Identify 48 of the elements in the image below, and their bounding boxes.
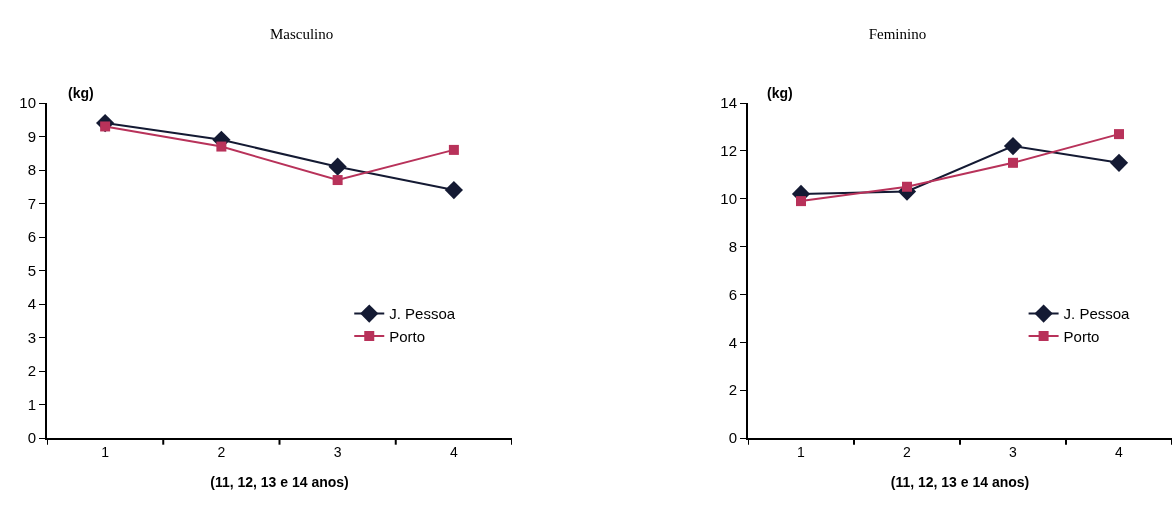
- point: [796, 196, 806, 207]
- legend-label: J. Pessoa: [1063, 305, 1131, 323]
- y-tick-label: 6: [27, 228, 36, 246]
- point: [448, 144, 459, 155]
- y-tick-label: 10: [720, 189, 737, 207]
- y-axis-title: (kg): [767, 85, 793, 101]
- y-tick-label: 9: [27, 127, 36, 145]
- y-tick-label: 12: [720, 142, 737, 160]
- legend-label: Porto: [1063, 327, 1100, 345]
- y-tick-label: 8: [728, 237, 737, 255]
- chart-title: Masculino: [269, 25, 334, 42]
- point: [1008, 157, 1018, 168]
- point: [444, 181, 463, 200]
- point: [328, 157, 347, 176]
- x-tick-label: 2: [217, 443, 226, 460]
- x-tick-label: 3: [1009, 443, 1018, 460]
- y-tick-label: 0: [728, 429, 737, 447]
- point: [1003, 136, 1023, 156]
- point: [216, 141, 227, 152]
- legend-label: Porto: [389, 327, 426, 345]
- y-tick-label: 8: [27, 161, 36, 179]
- y-tick-label: 1: [27, 395, 36, 413]
- y-tick-label: 4: [728, 333, 737, 351]
- x-tick-label: 1: [101, 443, 110, 460]
- x-tick-label: 1: [797, 443, 806, 460]
- y-tick-label: 2: [27, 362, 36, 380]
- point: [902, 181, 912, 192]
- x-axis-title: (11, 12, 13 e 14 anos): [890, 473, 1030, 490]
- chart-title: Feminino: [868, 25, 927, 42]
- y-tick-label: 0: [27, 429, 36, 447]
- y-tick-label: 5: [27, 261, 36, 279]
- x-axis-title: (11, 12, 13 e 14 anos): [210, 473, 349, 490]
- x-tick-label: 4: [449, 443, 458, 460]
- y-tick-label: 10: [19, 94, 36, 112]
- y-tick-label: 6: [728, 285, 737, 303]
- x-tick-label: 4: [1115, 443, 1124, 460]
- point: [1114, 129, 1124, 140]
- y-tick-label: 3: [27, 328, 36, 346]
- x-tick-label: 3: [333, 443, 342, 460]
- point: [1109, 153, 1129, 172]
- legend-label: J. Pessoa: [389, 305, 456, 323]
- y-tick-label: 14: [720, 94, 737, 112]
- y-tick-label: 7: [27, 194, 36, 212]
- y-axis-title: (kg): [68, 85, 94, 101]
- y-tick-label: 4: [27, 295, 36, 313]
- point: [332, 175, 343, 186]
- x-tick-label: 2: [903, 443, 912, 460]
- y-tick-label: 2: [728, 381, 737, 399]
